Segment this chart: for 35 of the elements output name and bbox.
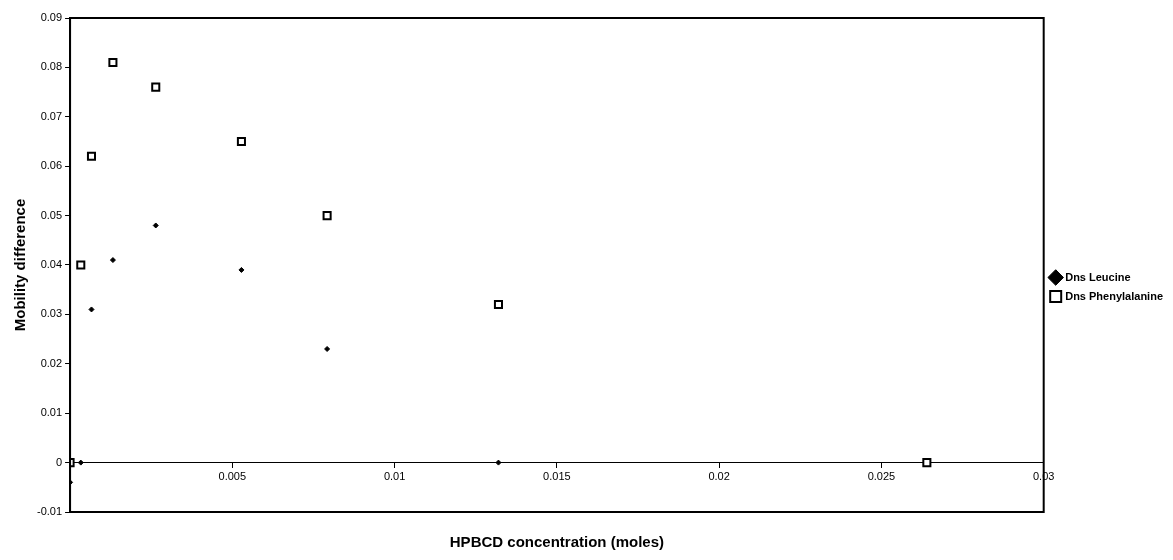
y-tick-label: 0.01	[40, 406, 63, 419]
x-axis-title: HPBCD concentration (moles)	[449, 533, 664, 551]
point	[108, 57, 118, 67]
point	[922, 458, 932, 468]
legend-label: Dns Phenylalanine	[1065, 289, 1163, 302]
y-tick-label: 0.06	[40, 159, 63, 172]
x-tick-label: 0.01	[383, 470, 406, 483]
point	[86, 151, 97, 161]
y-tick-label: 0	[55, 455, 63, 468]
point	[495, 459, 502, 466]
legend-label: Dns Leucine	[1065, 270, 1131, 283]
y-tick-label: 0.07	[40, 109, 63, 122]
point	[88, 306, 95, 313]
y-tick-label: 0.05	[40, 208, 63, 221]
point	[77, 459, 84, 466]
y-axis-title: Mobility difference	[11, 198, 29, 332]
y-tick-label: -0.01	[36, 505, 63, 518]
point	[151, 82, 161, 92]
point	[76, 260, 86, 270]
y-tick-label: 0.02	[40, 356, 63, 369]
y-tick-label: 0.08	[40, 60, 63, 73]
point	[236, 136, 246, 147]
x-tick-label: 0.005	[218, 470, 247, 483]
y-tick-label: 0.04	[40, 258, 63, 271]
x-tick-label: 0.015	[543, 470, 571, 483]
x-tick-label: 0.02	[708, 470, 730, 483]
point	[493, 299, 503, 310]
point	[324, 345, 331, 352]
y-tick-label: 0.09	[40, 11, 63, 24]
point	[152, 222, 159, 229]
point	[109, 257, 116, 264]
point	[238, 266, 245, 273]
point	[322, 211, 332, 221]
y-tick-label: 0.03	[40, 307, 63, 320]
x-tick-label: 0.025	[867, 470, 896, 483]
